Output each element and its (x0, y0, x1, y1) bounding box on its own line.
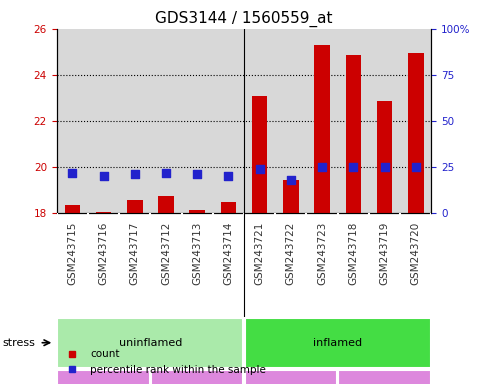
Point (381, 164, 388, 170)
Point (350, 164, 357, 170)
Bar (245, 318, 431, 367)
Bar (221, 202, 236, 213)
Bar (127, 200, 142, 213)
Text: GSM243712: GSM243712 (161, 222, 171, 285)
Bar (338, 370, 431, 384)
Point (224, 173, 232, 179)
Bar (65, 205, 80, 213)
Text: GSM243717: GSM243717 (130, 222, 140, 285)
Text: GSM243714: GSM243714 (223, 222, 233, 285)
Point (318, 164, 326, 170)
Bar (315, 45, 330, 213)
Point (412, 164, 420, 170)
Bar (346, 55, 361, 213)
Bar (408, 53, 423, 213)
Bar (283, 180, 299, 213)
Bar (57, 318, 244, 367)
Legend: count, percentile rank within the sample: count, percentile rank within the sample (57, 345, 270, 379)
Point (256, 166, 264, 172)
Bar (377, 101, 392, 213)
Bar (158, 196, 174, 213)
Bar (57, 370, 150, 384)
Bar (245, 370, 337, 384)
Text: stress: stress (2, 338, 35, 348)
Bar (252, 96, 267, 213)
Point (100, 173, 107, 179)
Text: GSM243713: GSM243713 (192, 222, 202, 285)
Title: GDS3144 / 1560559_at: GDS3144 / 1560559_at (155, 11, 333, 27)
Point (193, 171, 201, 177)
Text: GSM243720: GSM243720 (411, 222, 421, 285)
Point (69, 169, 76, 175)
Point (287, 177, 295, 183)
Text: GSM243715: GSM243715 (68, 222, 77, 285)
Bar (189, 210, 205, 213)
Text: GSM243718: GSM243718 (349, 222, 358, 285)
Bar (151, 370, 244, 384)
Text: GSM243716: GSM243716 (99, 222, 108, 285)
Bar (96, 212, 111, 213)
Text: GSM243719: GSM243719 (380, 222, 389, 285)
Point (131, 171, 139, 177)
Text: GSM243722: GSM243722 (286, 222, 296, 285)
Text: uninflamed: uninflamed (119, 338, 182, 348)
Point (162, 169, 170, 175)
Text: inflamed: inflamed (313, 338, 362, 348)
Text: GSM243723: GSM243723 (317, 222, 327, 285)
Text: GSM243721: GSM243721 (255, 222, 265, 285)
